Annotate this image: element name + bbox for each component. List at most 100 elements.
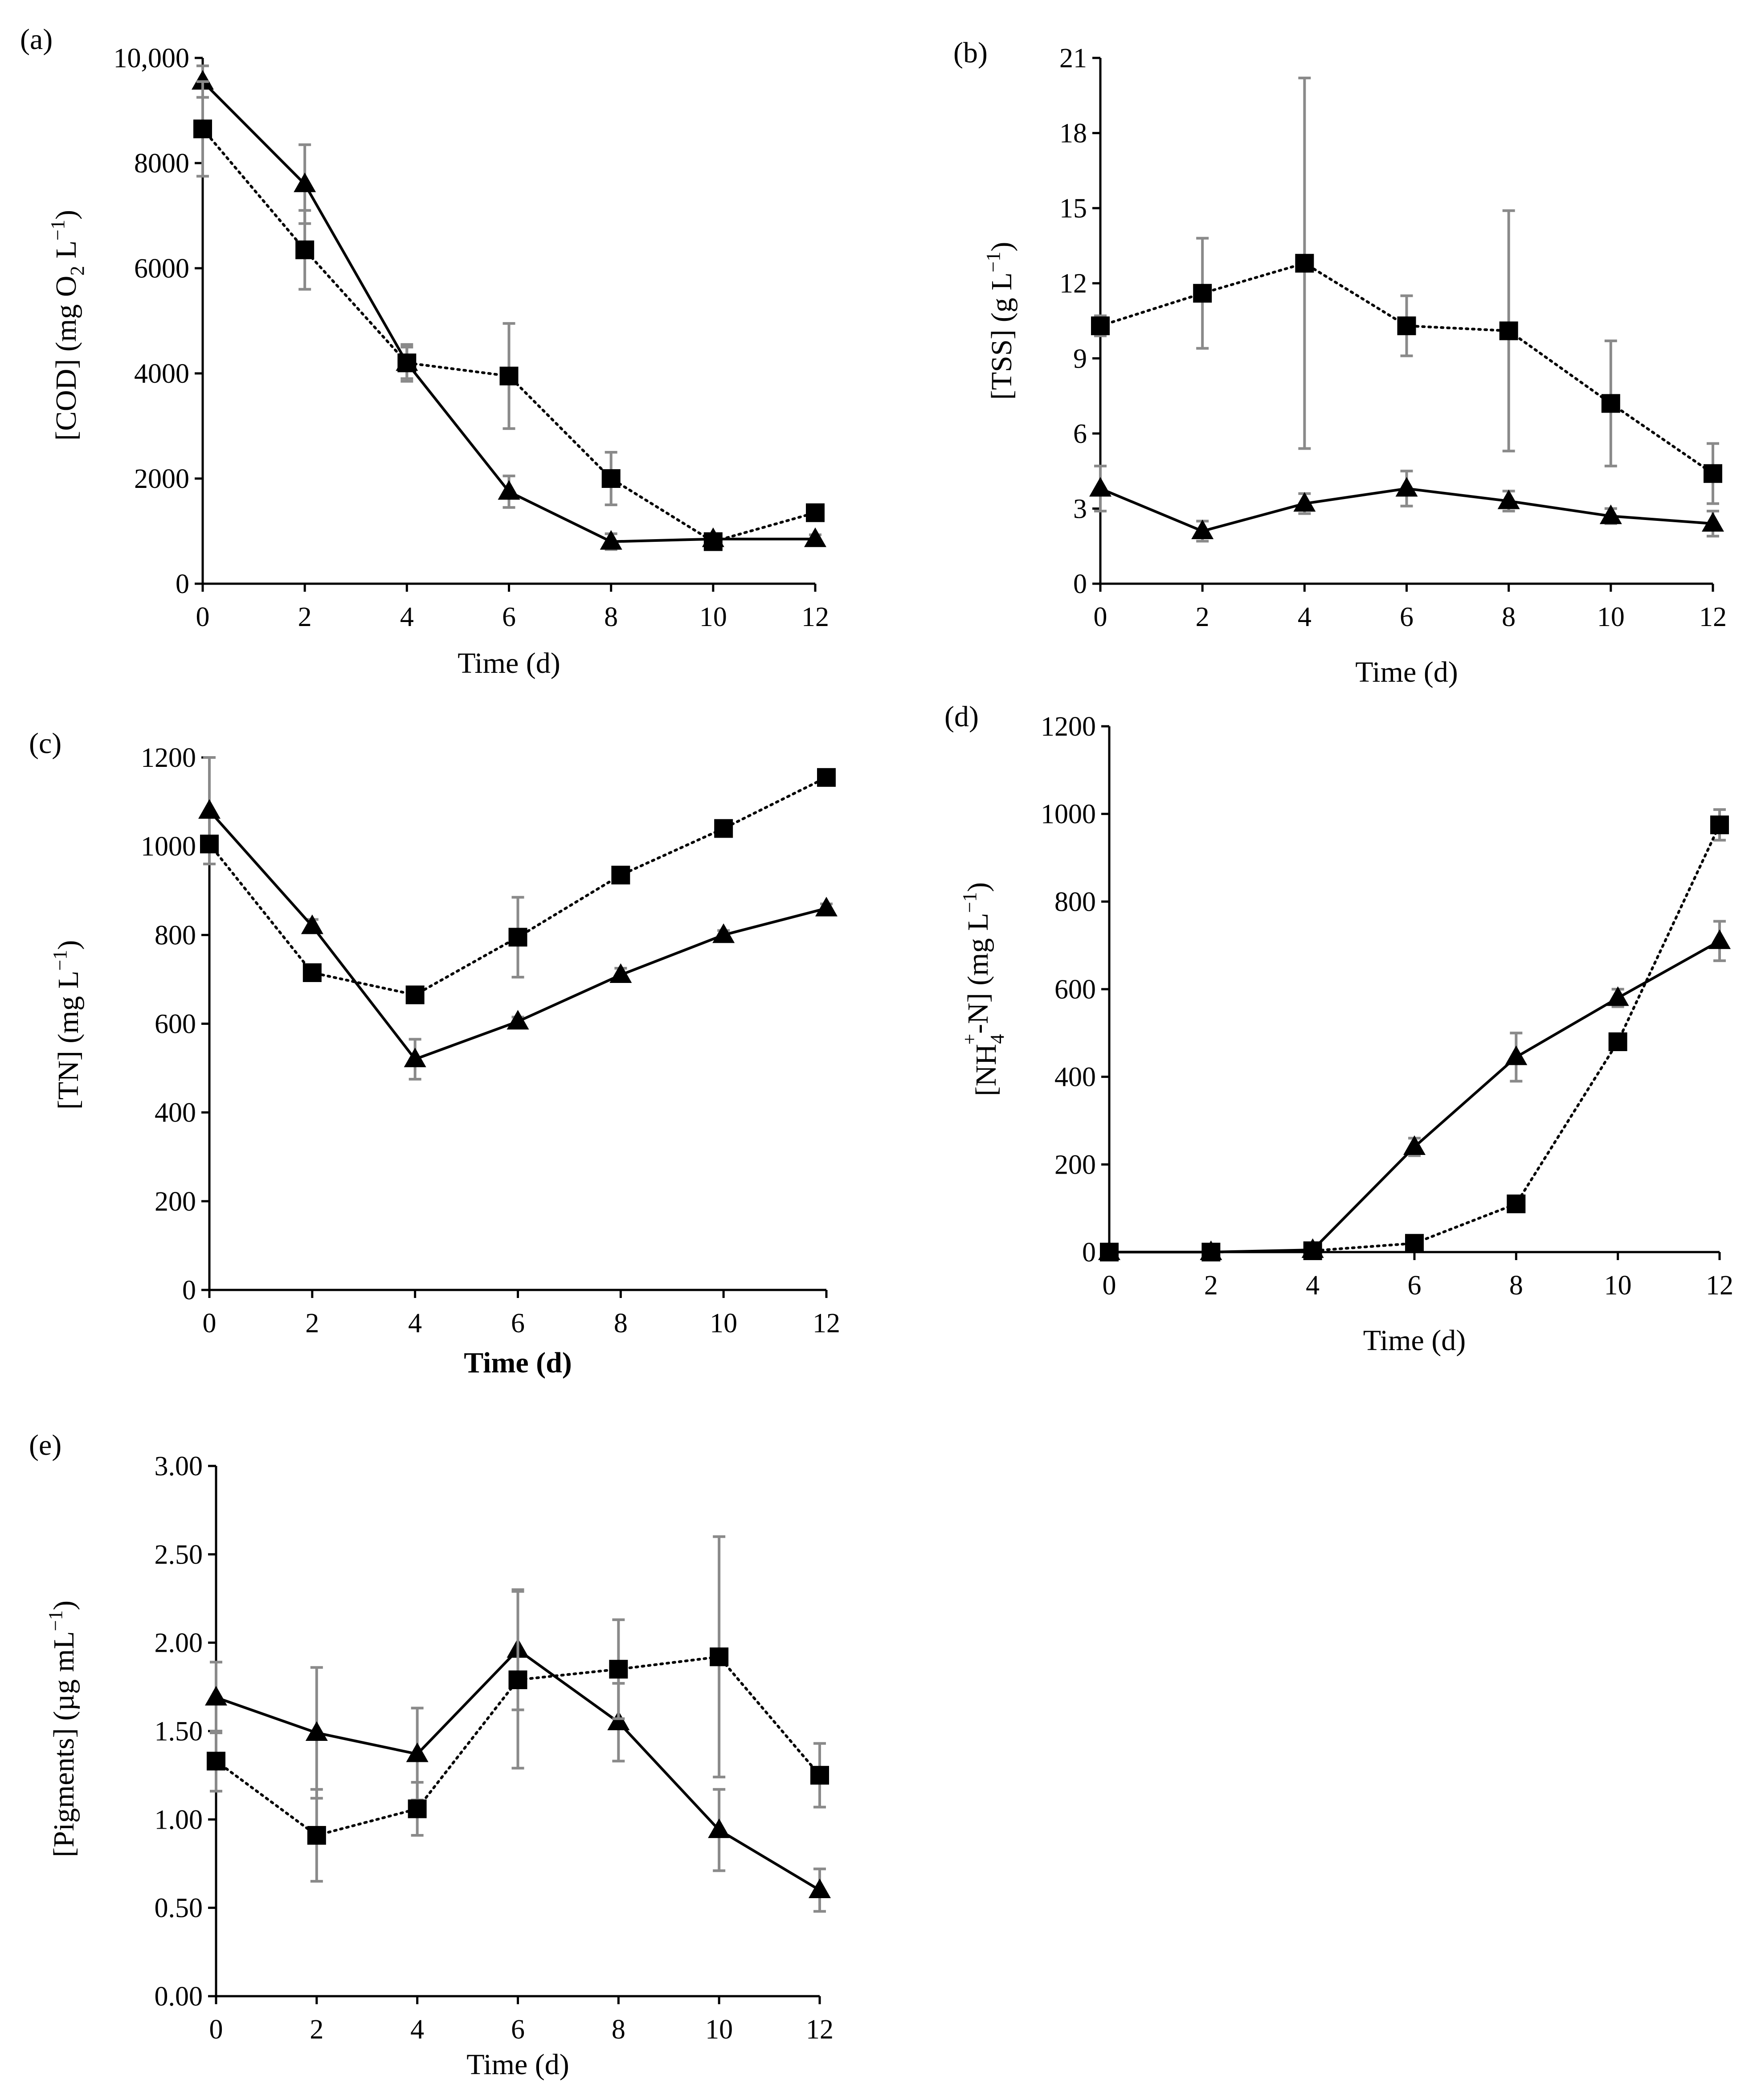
- series-triangle: [198, 756, 838, 1081]
- x-tick-label: 6: [511, 2014, 525, 2045]
- panel-label: (a): [20, 23, 53, 56]
- data-point-square: [1405, 1234, 1424, 1253]
- y-tick-label: 2.00: [155, 1628, 203, 1658]
- data-point-triangle: [1702, 512, 1724, 532]
- data-point-triangle: [1497, 489, 1520, 509]
- data-point-square: [193, 119, 212, 139]
- y-tick-label: 9: [1073, 344, 1087, 374]
- y-tick-label: 0.50: [155, 1893, 203, 1924]
- data-point-square: [601, 469, 621, 488]
- data-point-square: [405, 985, 425, 1004]
- x-tick-label: 8: [612, 2014, 625, 2045]
- data-point-square: [200, 835, 219, 854]
- data-point-triangle: [294, 172, 316, 192]
- y-tick-label: 1200: [141, 743, 196, 773]
- y-axis-label-part: −1: [47, 220, 69, 241]
- series-triangle: [1098, 920, 1731, 1260]
- x-tick-label: 2: [1196, 602, 1209, 632]
- data-point-square: [397, 353, 417, 373]
- series-line-triangle: [1109, 940, 1720, 1253]
- series-square: [1091, 76, 1722, 505]
- x-tick-label: 4: [410, 2014, 424, 2045]
- data-point-square: [611, 865, 630, 884]
- y-tick-label: 10,000: [114, 43, 190, 74]
- x-tick-label: 8: [614, 1308, 628, 1339]
- data-point-triangle: [205, 1686, 227, 1706]
- y-tick-label: 200: [1054, 1150, 1096, 1180]
- data-point-square: [609, 1660, 628, 1679]
- y-axis-label-part: 2: [66, 266, 88, 276]
- data-point-triangle: [301, 914, 323, 934]
- y-axis-label-part: −1: [959, 892, 981, 913]
- x-tick-label: 12: [801, 602, 829, 632]
- series-triangle: [192, 64, 826, 551]
- x-tick-label: 2: [310, 2014, 323, 2045]
- y-axis-label: [TN] (mg L−1): [49, 940, 85, 1109]
- data-point-square: [1397, 316, 1416, 336]
- x-tick-label: 10: [710, 1308, 737, 1339]
- y-axis-label-part: -N] (mg L: [962, 913, 994, 1034]
- x-axis-label: Time (d): [1355, 656, 1458, 688]
- x-tick-label: 0: [209, 2014, 223, 2045]
- y-axis-label-part: ): [52, 940, 85, 950]
- y-tick-label: 1.00: [155, 1805, 203, 1835]
- data-point-triangle: [809, 1879, 831, 1898]
- y-axis-label-part: −1: [982, 252, 1004, 273]
- y-axis-label-part: [Pigments] (µg mL: [48, 1631, 80, 1857]
- data-point-triangle: [498, 480, 520, 500]
- y-axis-label-part: ): [48, 1601, 80, 1610]
- data-point-triangle: [1089, 477, 1111, 497]
- x-tick-label: 0: [1094, 602, 1107, 632]
- y-tick-label: 800: [155, 920, 196, 950]
- data-point-triangle: [1403, 1135, 1426, 1155]
- data-point-square: [1100, 1243, 1119, 1261]
- y-tick-label: 15: [1059, 193, 1087, 224]
- series-square: [1100, 808, 1729, 1261]
- y-tick-label: 4000: [134, 359, 189, 389]
- y-axis-label-part: L: [50, 241, 82, 266]
- x-axis-label: Time (d): [464, 1347, 572, 1379]
- data-point-triangle: [305, 1721, 328, 1741]
- data-point-square: [1193, 284, 1212, 303]
- y-tick-label: 1000: [141, 831, 196, 862]
- data-point-square: [508, 928, 527, 947]
- data-point-triangle: [1505, 1045, 1528, 1065]
- data-point-square: [408, 1799, 427, 1818]
- y-axis-label-part: −1: [45, 1610, 66, 1631]
- x-axis-label: Time (d): [466, 2048, 569, 2081]
- y-tick-label: 600: [1054, 974, 1096, 1005]
- series-square: [207, 1535, 829, 1883]
- x-tick-label: 10: [1604, 1270, 1632, 1301]
- x-tick-label: 12: [1699, 602, 1727, 632]
- series-square: [200, 768, 836, 1004]
- data-point-square: [810, 1766, 829, 1785]
- y-axis-label: [NH4 +-N] (mg L−1): [959, 882, 1008, 1096]
- x-tick-label: 0: [1103, 1270, 1116, 1301]
- data-point-square: [1091, 316, 1110, 336]
- data-point-square: [295, 240, 315, 259]
- chart-panel-c: (c) 0 200 400 600 800 1000 1200 0 2 4 6 8 10 12 Time (d…: [29, 727, 840, 1379]
- x-tick-label: 10: [1597, 602, 1625, 632]
- y-axis-label-part: [COD] (mg O: [50, 276, 82, 441]
- series-square: [193, 80, 825, 551]
- data-point-triangle: [1599, 504, 1622, 524]
- y-axis-label: [TSS] (g L−1): [982, 242, 1018, 400]
- data-point-square: [1601, 394, 1620, 413]
- data-point-triangle: [404, 1048, 426, 1068]
- y-tick-label: 1.50: [155, 1716, 203, 1747]
- y-tick-label: 6: [1073, 419, 1087, 449]
- y-tick-label: 0: [176, 569, 189, 599]
- chart-panel-a: (a) 0 2000 4000 6000 8000 10,000 0 2 4 6 8 10 12 Time …: [20, 23, 829, 680]
- x-tick-label: 2: [298, 602, 312, 632]
- data-point-square: [499, 366, 519, 385]
- y-tick-label: 3.00: [155, 1451, 203, 1482]
- data-point-triangle: [815, 896, 838, 917]
- data-point-triangle: [600, 530, 622, 550]
- panel-label: (b): [953, 37, 988, 69]
- data-point-triangle: [507, 1010, 529, 1030]
- y-axis-label: [COD] (mg O2 L−1): [47, 210, 88, 441]
- y-tick-label: 0.00: [155, 1981, 203, 2012]
- x-tick-label: 8: [1509, 1270, 1523, 1301]
- x-tick-label: 6: [1400, 602, 1414, 632]
